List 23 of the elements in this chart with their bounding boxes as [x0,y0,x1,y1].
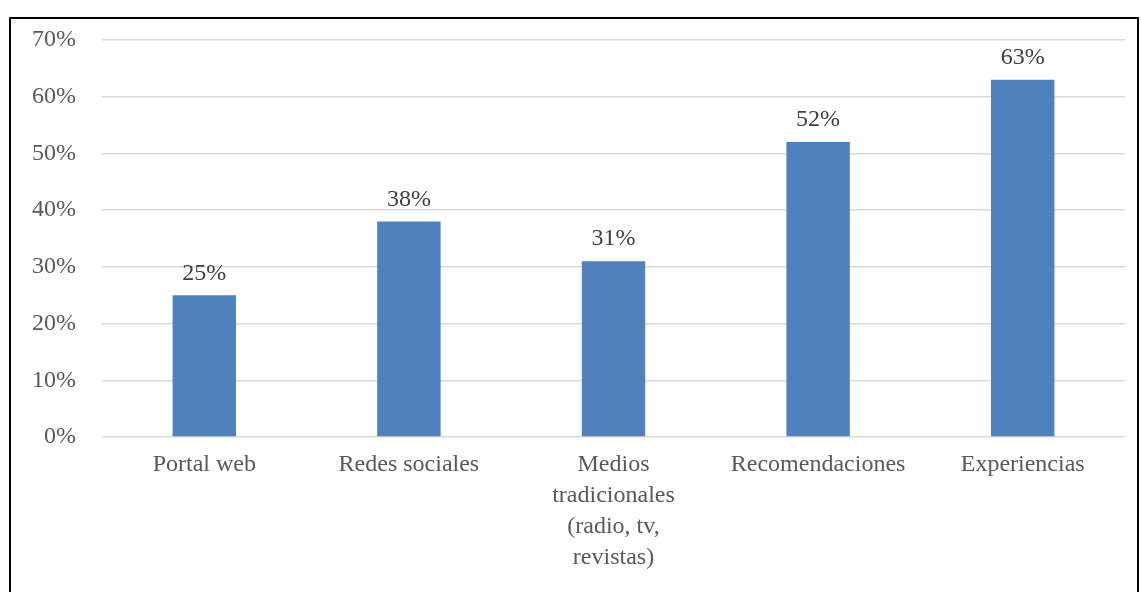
bar [990,79,1055,437]
x-tick-label: Recomendaciones [730,449,906,476]
data-label: 25% [182,258,227,285]
data-label: 52% [796,105,841,132]
y-tick-label: 0% [44,422,76,449]
x-tick-label: Medios tradicionales (radio, tv, revistas) [552,449,675,570]
bar [581,261,646,437]
y-tick-label: 60% [32,82,76,109]
bar [786,142,850,437]
data-label: 38% [386,184,431,211]
x-tick-label: Redes sociales [338,449,480,476]
bar [172,295,237,437]
x-tick-label: Experiencias [960,449,1085,476]
y-tick-label: 20% [32,308,76,335]
y-tick-label: 40% [32,195,76,222]
y-tick-label: 70% [32,25,76,52]
bar [377,221,441,437]
data-label: 63% [1000,43,1045,69]
y-tick-label: 50% [32,138,76,165]
y-tick-label: 30% [32,252,76,279]
y-tick-label: 10% [32,365,76,392]
x-tick-label: Portal web [152,449,256,476]
data-label: 31% [591,224,636,251]
